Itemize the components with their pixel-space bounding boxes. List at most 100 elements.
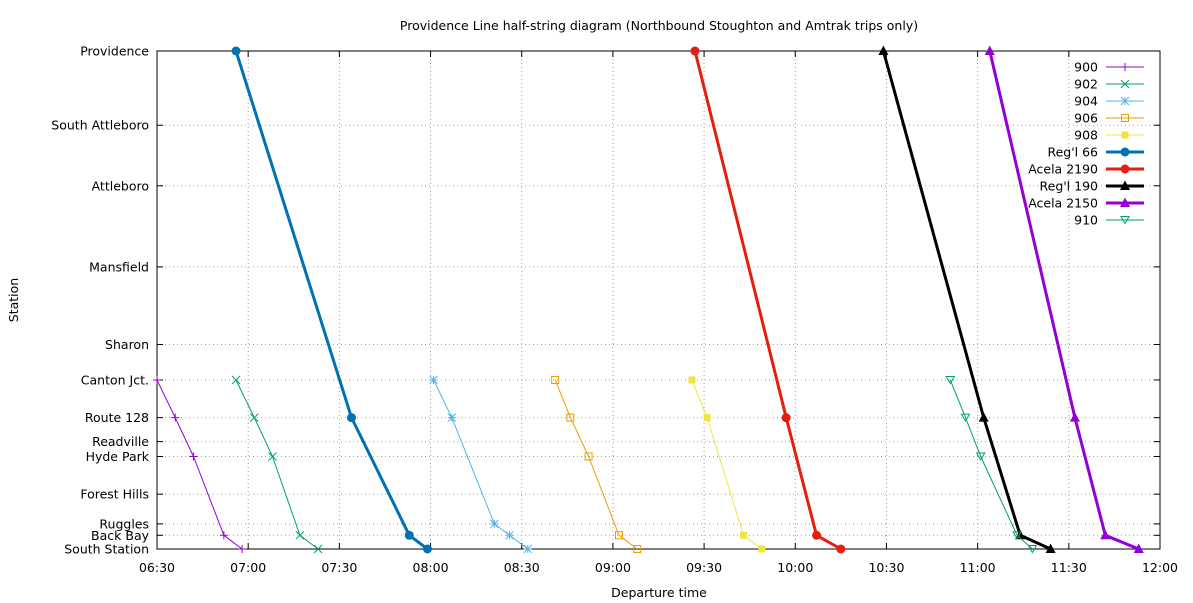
data-point <box>347 413 357 423</box>
data-point <box>960 413 971 423</box>
legend-label: 908 <box>1074 128 1098 143</box>
data-point <box>945 375 956 385</box>
data-point <box>703 414 711 422</box>
y-tick-label: Providence <box>80 44 149 59</box>
y-tick-label: Sharon <box>105 337 149 352</box>
plot-frame <box>156 50 1161 550</box>
series-acela-2190 <box>690 46 846 554</box>
data-point <box>1069 412 1080 422</box>
y-tick-label: South Station <box>64 542 149 557</box>
data-point <box>404 530 414 540</box>
y-axis-label: Station <box>6 278 21 322</box>
legend-entry: 902 <box>1074 77 1144 92</box>
data-point <box>633 545 642 553</box>
y-tick-label: Attleboro <box>92 178 149 193</box>
data-point <box>249 413 259 423</box>
legend-entry: 900 <box>1074 60 1144 75</box>
data-point <box>429 375 438 385</box>
legend-label: Reg'l 190 <box>1040 179 1099 194</box>
data-point <box>1027 545 1038 554</box>
data-point <box>295 530 305 540</box>
series-line <box>554 379 638 550</box>
legend-entry: Reg'l 190 <box>1040 179 1144 194</box>
data-point <box>523 544 533 554</box>
series-acela-2150 <box>984 45 1144 553</box>
legend-label: 906 <box>1074 111 1098 126</box>
data-point <box>1120 180 1130 190</box>
legend-label: 904 <box>1074 94 1098 109</box>
series-reg-l-66 <box>231 46 433 554</box>
series-906 <box>551 375 642 553</box>
series-line <box>988 50 1140 551</box>
chart-title: Providence Line half-string diagram (Nor… <box>400 18 918 33</box>
series-904 <box>429 375 533 554</box>
data-point <box>836 544 846 554</box>
legend-entry: 904 <box>1074 94 1144 109</box>
series-900 <box>153 375 247 553</box>
x-tick-label: 07:00 <box>230 560 266 575</box>
series-908 <box>688 376 766 553</box>
data-point <box>1120 197 1130 207</box>
data-point <box>313 544 323 554</box>
data-point <box>878 45 889 55</box>
x-tick-label: 09:30 <box>686 560 722 575</box>
data-point <box>268 452 277 461</box>
y-tick-label: Back Bay <box>91 528 150 543</box>
data-point <box>1121 63 1129 71</box>
series-line <box>693 50 842 551</box>
data-point <box>688 376 696 384</box>
legend-label: 902 <box>1074 77 1098 92</box>
data-point <box>584 452 593 461</box>
x-tick-label: 10:30 <box>868 560 904 575</box>
x-tick-label: 06:30 <box>139 560 175 575</box>
data-point <box>1121 114 1129 122</box>
data-point <box>238 545 247 553</box>
legend-entry: 908 <box>1074 128 1144 143</box>
data-point <box>153 375 161 384</box>
legend-label: Acela 2150 <box>1028 196 1098 211</box>
data-point <box>231 46 241 56</box>
data-point <box>1045 543 1056 553</box>
x-tick-label: 08:30 <box>504 560 540 575</box>
y-tick-label: South Attleboro <box>51 118 149 133</box>
series-lines <box>153 45 1144 554</box>
data-point <box>758 545 766 553</box>
data-point <box>1120 164 1130 174</box>
legend-label: 910 <box>1074 213 1098 228</box>
data-point <box>1120 96 1130 106</box>
legend-label: Reg'l 66 <box>1047 145 1098 160</box>
data-point <box>231 375 241 385</box>
data-point <box>614 531 623 540</box>
series-line <box>234 50 429 551</box>
y-tick-label: Mansfield <box>89 259 149 274</box>
data-point <box>566 413 575 422</box>
data-point <box>447 413 457 423</box>
data-point <box>1012 531 1023 540</box>
y-tick-label: Readville <box>92 434 149 449</box>
series-line <box>691 379 763 550</box>
x-axis-label: Departure time <box>611 585 707 600</box>
x-tick-label: 08:00 <box>413 560 449 575</box>
series-line <box>881 50 1052 551</box>
x-tick-label: 11:30 <box>1051 560 1087 575</box>
y-tick-label: Hyde Park <box>86 449 150 464</box>
legend: 900 902 904 906 908 Reg'l 66 Acela 2190 Reg'l 1… <box>1028 60 1144 228</box>
data-point <box>978 412 989 422</box>
grid <box>157 51 1160 549</box>
legend-entry: Acela 2150 <box>1028 196 1144 211</box>
data-point <box>1120 147 1130 157</box>
x-tick-label: 07:30 <box>321 560 357 575</box>
series-902 <box>231 375 323 554</box>
data-point <box>1100 529 1111 540</box>
y-tick-label: Route 128 <box>85 410 149 425</box>
data-point <box>505 530 514 540</box>
series-line <box>949 379 1033 550</box>
series-910 <box>945 375 1038 554</box>
data-point <box>1121 131 1129 139</box>
data-point <box>1133 543 1144 553</box>
data-point <box>690 46 700 56</box>
legend-entry: 906 <box>1074 111 1144 126</box>
data-point <box>781 413 791 423</box>
legend-label: Acela 2190 <box>1028 162 1098 177</box>
